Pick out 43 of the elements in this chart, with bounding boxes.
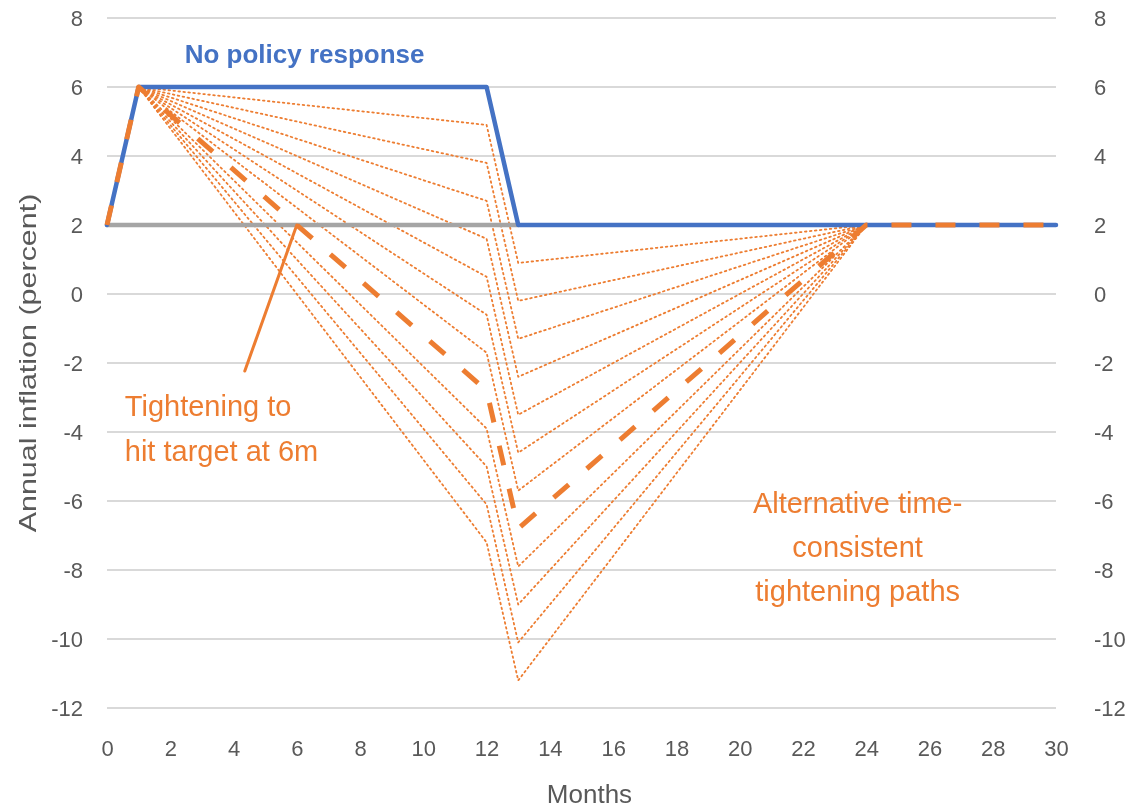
y-tick-label: -10 <box>51 626 83 652</box>
x-tick-label: 28 <box>980 735 1006 761</box>
x-tick-label: 18 <box>664 735 690 761</box>
y-tick-label: -2 <box>63 350 83 376</box>
y2-tick-label: 0 <box>1094 281 1107 307</box>
x-tick-label: 24 <box>854 735 879 761</box>
annotation: Tightening to hit target at 6m <box>124 390 319 467</box>
x-tick-label: 0 <box>101 735 114 761</box>
x-tick-label: 30 <box>1044 735 1069 761</box>
x-tick-label: 2 <box>164 735 177 761</box>
y-tick-label: 4 <box>70 143 83 169</box>
x-tick-label: 10 <box>411 735 437 761</box>
x-axis-title: Months <box>546 779 633 808</box>
x-tick-label: 20 <box>727 735 753 761</box>
y-tick-label: -4 <box>63 419 83 445</box>
y-tick-label: -6 <box>63 488 83 514</box>
x-tick-label: 8 <box>354 735 367 761</box>
y2-tick-label: 8 <box>1094 5 1107 31</box>
y-axis-title: Annual inflation (percent) <box>14 193 42 533</box>
y2-tick-label: -10 <box>1094 626 1126 652</box>
x-tick-label: 14 <box>538 735 563 761</box>
y2-tick-label: 2 <box>1094 212 1107 238</box>
y-tick-label: -12 <box>51 695 83 721</box>
y2-tick-label: -2 <box>1094 350 1114 376</box>
y2-tick-label: 6 <box>1094 74 1107 100</box>
y2-tick-label: -12 <box>1094 695 1126 721</box>
x-tick-label: 26 <box>917 735 943 761</box>
y-tick-label: 6 <box>70 74 83 100</box>
y2-tick-label: -4 <box>1094 419 1114 445</box>
y-tick-label: -8 <box>63 557 83 583</box>
y2-tick-label: -6 <box>1094 488 1114 514</box>
x-tick-label: 22 <box>791 735 816 761</box>
y2-tick-label: -8 <box>1094 557 1114 583</box>
y-tick-label: 0 <box>70 281 83 307</box>
y2-tick-label: 4 <box>1094 143 1107 169</box>
y-tick-label: 8 <box>70 5 83 31</box>
x-tick-label: 12 <box>474 735 500 761</box>
series-label: No policy response <box>184 39 425 69</box>
x-tick-label: 4 <box>227 735 241 761</box>
x-tick-label: 6 <box>291 735 304 761</box>
y-tick-label: 2 <box>70 212 83 238</box>
annotation: Alternative time-consistent tightening paths <box>752 486 963 607</box>
x-tick-label: 16 <box>601 735 626 761</box>
